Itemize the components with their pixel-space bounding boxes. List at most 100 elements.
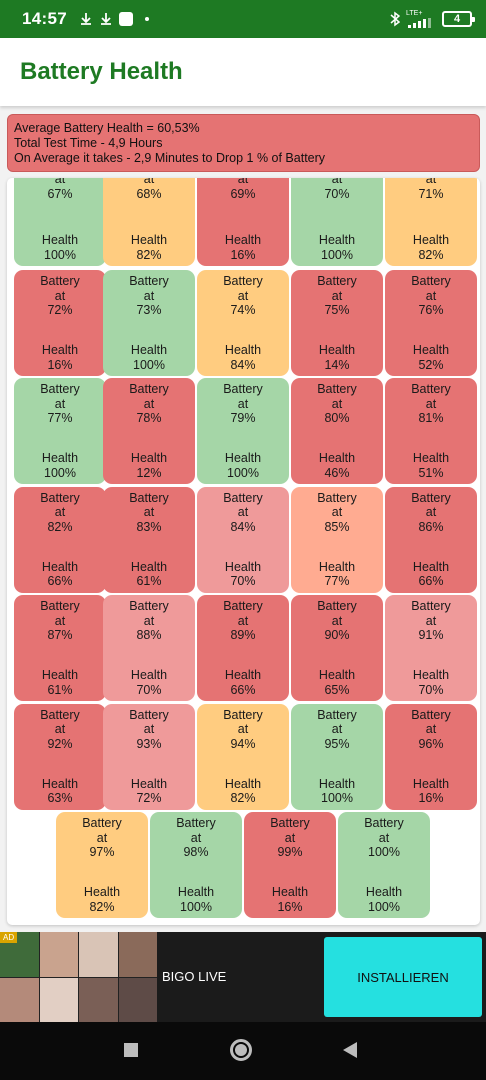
health-label: Health: [318, 668, 356, 683]
battery-level-cell[interactable]: Battery at 73% Health 100%: [103, 270, 195, 376]
ad-thumbnail-image: [79, 932, 118, 977]
battery-level-cell[interactable]: Battery at 94% Health 82%: [197, 703, 289, 810]
battery-level-cell[interactable]: Battery at 85% Health 77%: [291, 486, 383, 593]
battery-level-text: Battery at 91%: [385, 599, 477, 643]
ad-banner[interactable]: AD BIGO LIVE INSTALLIEREN: [0, 932, 486, 1022]
recents-icon[interactable]: [124, 1043, 138, 1057]
health-text: Health 100%: [338, 885, 430, 914]
at-label: at: [143, 613, 155, 628]
health-value: 100%: [321, 791, 353, 806]
battery-level-text: Battery at 79%: [197, 382, 289, 426]
battery-percent: 95%: [324, 736, 350, 751]
status-time: 14:57: [22, 9, 67, 28]
battery-level-text: Battery at 92%: [14, 708, 106, 752]
at-label: at: [237, 722, 249, 737]
battery-level-cell[interactable]: Battery at 97% Health 82%: [56, 812, 148, 918]
install-button[interactable]: INSTALLIEREN: [324, 937, 482, 1017]
ad-app-name[interactable]: BIGO LIVE: [162, 969, 227, 984]
network-type: LTE+: [406, 10, 423, 17]
battery-level-cell[interactable]: Battery at 84% Health 70%: [197, 486, 289, 593]
battery-health-grid[interactable]: at 67% Health 100% at 68% Health 82% at 69% Health…: [7, 178, 480, 925]
battery-percent: 89%: [230, 628, 256, 643]
battery-level-cell[interactable]: at 67% Health 100%: [14, 178, 106, 266]
health-text: Health 100%: [197, 451, 289, 480]
battery-level-cell[interactable]: at 70% Health 100%: [291, 178, 383, 266]
battery-level-cell[interactable]: Battery at 100% Health 100%: [338, 812, 430, 918]
battery-level-cell[interactable]: Battery at 77% Health 100%: [14, 378, 106, 485]
battery-level-cell[interactable]: Battery at 72% Health 16%: [14, 270, 106, 376]
battery-level-cell[interactable]: Battery at 74% Health 84%: [197, 270, 289, 376]
battery-percent: 70%: [324, 186, 350, 201]
battery-level-cell[interactable]: Battery at 82% Health 66%: [14, 486, 106, 593]
at-label: at: [54, 722, 66, 737]
battery-level-text: Battery at 94%: [197, 708, 289, 752]
health-text: Health 72%: [103, 777, 195, 806]
battery-level-cell[interactable]: Battery at 83% Health 61%: [103, 486, 195, 593]
battery-label: Battery: [223, 707, 263, 722]
battery-level-cell[interactable]: Battery at 90% Health 65%: [291, 595, 383, 702]
battery-level-text: Battery at 76%: [385, 274, 477, 318]
battery-level-cell[interactable]: Battery at 86% Health 66%: [385, 486, 477, 593]
battery-level-cell[interactable]: Battery at 81% Health 51%: [385, 378, 477, 485]
battery-percent: 88%: [136, 628, 162, 643]
battery-level-cell[interactable]: Battery at 75% Health 14%: [291, 270, 383, 376]
battery-level-cell[interactable]: Battery at 91% Health 70%: [385, 595, 477, 702]
battery-level-cell[interactable]: Battery at 95% Health 100%: [291, 703, 383, 810]
home-icon[interactable]: [230, 1039, 252, 1061]
battery-level-cell[interactable]: Battery at 76% Health 52%: [385, 270, 477, 376]
health-text: Health 61%: [14, 668, 106, 697]
battery-level-cell[interactable]: Battery at 99% Health 16%: [244, 812, 336, 918]
battery-label: Battery: [223, 382, 263, 397]
health-text: Health 14%: [291, 343, 383, 372]
health-label: Health: [130, 343, 168, 357]
battery-level-cell[interactable]: Battery at 98% Health 100%: [150, 812, 242, 918]
battery-level-cell[interactable]: at 68% Health 82%: [103, 178, 195, 266]
battery-level-cell[interactable]: Battery at 88% Health 70%: [103, 595, 195, 702]
health-text: Health 52%: [385, 343, 477, 372]
battery-level-cell[interactable]: Battery at 96% Health 16%: [385, 703, 477, 810]
battery-percent: 68%: [136, 186, 162, 201]
health-value: 51%: [418, 465, 444, 480]
battery-level-text: Battery at 96%: [385, 708, 477, 752]
battery-level-cell[interactable]: Battery at 87% Health 61%: [14, 595, 106, 702]
back-icon[interactable]: [342, 1041, 358, 1059]
battery-level-text: Battery at 74%: [197, 274, 289, 318]
at-label: at: [331, 722, 343, 737]
health-label: Health: [318, 776, 356, 791]
health-text: Health 16%: [385, 777, 477, 806]
health-text: Health 66%: [197, 668, 289, 697]
health-value: 63%: [47, 791, 73, 806]
battery-level-cell[interactable]: Battery at 92% Health 63%: [14, 703, 106, 810]
drop-rate-text: On Average it takes - 2,9 Minutes to Dro…: [14, 151, 326, 165]
battery-level-cell[interactable]: Battery at 89% Health 66%: [197, 595, 289, 702]
average-health-text: Average Battery Health = 60,53%: [14, 121, 200, 135]
battery-label: Battery: [223, 274, 263, 288]
health-label: Health: [318, 343, 356, 357]
battery-level-text: Battery at 88%: [103, 599, 195, 643]
battery-label: Battery: [129, 599, 169, 614]
battery-level-cell[interactable]: Battery at 93% Health 72%: [103, 703, 195, 810]
health-label: Health: [224, 451, 262, 466]
battery-level-text: at 67%: [14, 178, 106, 201]
signal-icon: [408, 18, 431, 28]
battery-level-cell[interactable]: at 69% Health 16%: [197, 178, 289, 266]
health-value: 100%: [368, 899, 400, 914]
battery-level-cell[interactable]: Battery at 80% Health 46%: [291, 378, 383, 485]
battery-level-text: Battery at 100%: [338, 816, 430, 860]
health-text: Health 100%: [103, 343, 195, 372]
health-label: Health: [83, 885, 121, 899]
health-label: Health: [130, 559, 168, 574]
battery-label: Battery: [129, 490, 169, 505]
at-label: at: [425, 288, 437, 303]
health-label: Health: [412, 451, 450, 466]
battery-level-cell[interactable]: Battery at 79% Health 100%: [197, 378, 289, 485]
battery-level-cell[interactable]: at 71% Health 82%: [385, 178, 477, 266]
at-label: at: [331, 178, 343, 186]
battery-level-text: Battery at 99%: [244, 816, 336, 860]
battery-level-text: Battery at 86%: [385, 491, 477, 535]
health-value: 66%: [230, 682, 256, 697]
at-label: at: [425, 613, 437, 628]
app-square-icon: [118, 12, 133, 26]
battery-level-cell[interactable]: Battery at 78% Health 12%: [103, 378, 195, 485]
at-label: at: [284, 830, 296, 845]
